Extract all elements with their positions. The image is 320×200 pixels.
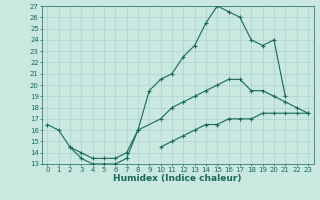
X-axis label: Humidex (Indice chaleur): Humidex (Indice chaleur) [113,174,242,183]
